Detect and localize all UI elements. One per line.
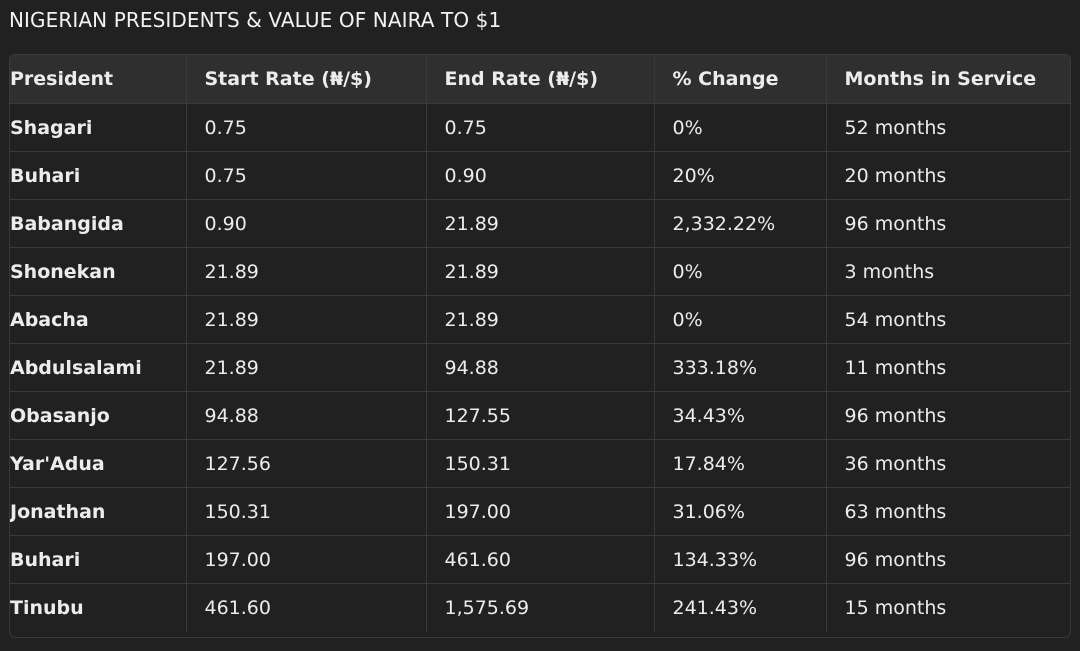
cell-percent-change: 134.33% bbox=[654, 535, 827, 584]
cell-start-rate: 127.56 bbox=[186, 439, 427, 488]
cell-percent-change: 31.06% bbox=[654, 487, 827, 536]
table-container: President Start Rate (₦/$) End Rate (₦/$… bbox=[9, 54, 1071, 638]
cell-end-rate: 197.00 bbox=[426, 487, 655, 536]
cell-president: Abacha bbox=[10, 295, 187, 344]
cell-president: Shagari bbox=[10, 103, 187, 152]
cell-start-rate: 21.89 bbox=[186, 295, 427, 344]
cell-start-rate: 461.60 bbox=[186, 583, 427, 632]
cell-end-rate: 0.90 bbox=[426, 151, 655, 200]
cell-president: Yar'Adua bbox=[10, 439, 187, 488]
cell-percent-change: 333.18% bbox=[654, 343, 827, 392]
table-row: Babangida 0.90 21.89 2,332.22% 96 months bbox=[10, 199, 1070, 248]
cell-president: Tinubu bbox=[10, 583, 187, 632]
page-title: NIGERIAN PRESIDENTS & VALUE OF NAIRA TO … bbox=[9, 8, 502, 32]
header-president: President bbox=[10, 55, 187, 104]
naira-rates-table: President Start Rate (₦/$) End Rate (₦/$… bbox=[10, 55, 1070, 632]
header-percent-change: % Change bbox=[654, 55, 827, 104]
cell-start-rate: 94.88 bbox=[186, 391, 427, 440]
cell-percent-change: 34.43% bbox=[654, 391, 827, 440]
cell-end-rate: 1,575.69 bbox=[426, 583, 655, 632]
cell-president: Jonathan bbox=[10, 487, 187, 536]
cell-percent-change: 2,332.22% bbox=[654, 199, 827, 248]
cell-percent-change: 20% bbox=[654, 151, 827, 200]
cell-president: Buhari bbox=[10, 535, 187, 584]
cell-president: Babangida bbox=[10, 199, 187, 248]
cell-months: 15 months bbox=[844, 596, 947, 619]
cell-end-rate: 461.60 bbox=[426, 535, 655, 584]
header-months-in-service: Months in Service bbox=[826, 55, 1070, 104]
cell-start-rate: 0.75 bbox=[186, 151, 427, 200]
cell-months: 11 months bbox=[826, 343, 1070, 392]
cell-end-rate: 21.89 bbox=[426, 247, 655, 296]
cell-months: 52 months bbox=[826, 103, 1070, 152]
table-row: Shagari 0.75 0.75 0% 52 months bbox=[10, 103, 1070, 152]
cell-start-rate: 21.89 bbox=[186, 247, 427, 296]
cell-end-rate: 21.89 bbox=[426, 295, 655, 344]
cell-president: Obasanjo bbox=[10, 391, 187, 440]
cell-percent-change: 241.43% bbox=[654, 583, 827, 632]
cell-start-rate: 21.89 bbox=[186, 343, 427, 392]
cell-months: 63 months bbox=[826, 487, 1070, 536]
cell-end-rate: 94.88 bbox=[426, 343, 655, 392]
table-row: Buhari 0.75 0.90 20% 20 months bbox=[10, 151, 1070, 200]
cell-months: 96 months bbox=[826, 199, 1070, 248]
cell-start-rate: 197.00 bbox=[186, 535, 427, 584]
cell-end-rate: 21.89 bbox=[426, 199, 655, 248]
cell-start-rate: 0.75 bbox=[186, 103, 427, 152]
cell-months: 36 months bbox=[826, 439, 1070, 488]
cell-months: 96 months bbox=[826, 391, 1070, 440]
cell-end-rate: 150.31 bbox=[426, 439, 655, 488]
table-row: Yar'Adua 127.56 150.31 17.84% 36 months bbox=[10, 439, 1070, 488]
table-row: Buhari 197.00 461.60 134.33% 96 months bbox=[10, 535, 1070, 584]
cell-percent-change: 0% bbox=[654, 247, 827, 296]
cell-months: 3 months bbox=[826, 247, 1070, 296]
cell-start-rate: 0.90 bbox=[186, 199, 427, 248]
cell-president: Abdulsalami bbox=[10, 343, 187, 392]
cell-president: Shonekan bbox=[10, 247, 187, 296]
table-row: Tinubu 461.60 1,575.69 241.43% 15 months bbox=[10, 583, 1070, 632]
cell-start-rate: 150.31 bbox=[186, 487, 427, 536]
table-row: Abacha 21.89 21.89 0% 54 months bbox=[10, 295, 1070, 344]
cell-months: 20 months bbox=[826, 151, 1070, 200]
header-end-rate: End Rate (₦/$) bbox=[426, 55, 655, 104]
cell-percent-change: 0% bbox=[654, 295, 827, 344]
cell-end-rate: 0.75 bbox=[426, 103, 655, 152]
cell-months: 96 months bbox=[826, 535, 1070, 584]
cell-months: 54 months bbox=[826, 295, 1070, 344]
table-row: Shonekan 21.89 21.89 0% 3 months bbox=[10, 247, 1070, 296]
table-row: Jonathan 150.31 197.00 31.06% 63 months bbox=[10, 487, 1070, 536]
table-row: Obasanjo 94.88 127.55 34.43% 96 months bbox=[10, 391, 1070, 440]
cell-percent-change: 0% bbox=[654, 103, 827, 152]
cell-president: Buhari bbox=[10, 151, 187, 200]
table-row: Abdulsalami 21.89 94.88 333.18% 11 month… bbox=[10, 343, 1070, 392]
cell-percent-change: 17.84% bbox=[654, 439, 827, 488]
table-header-row: President Start Rate (₦/$) End Rate (₦/$… bbox=[10, 55, 1070, 104]
header-start-rate: Start Rate (₦/$) bbox=[186, 55, 427, 104]
cell-end-rate: 127.55 bbox=[426, 391, 655, 440]
